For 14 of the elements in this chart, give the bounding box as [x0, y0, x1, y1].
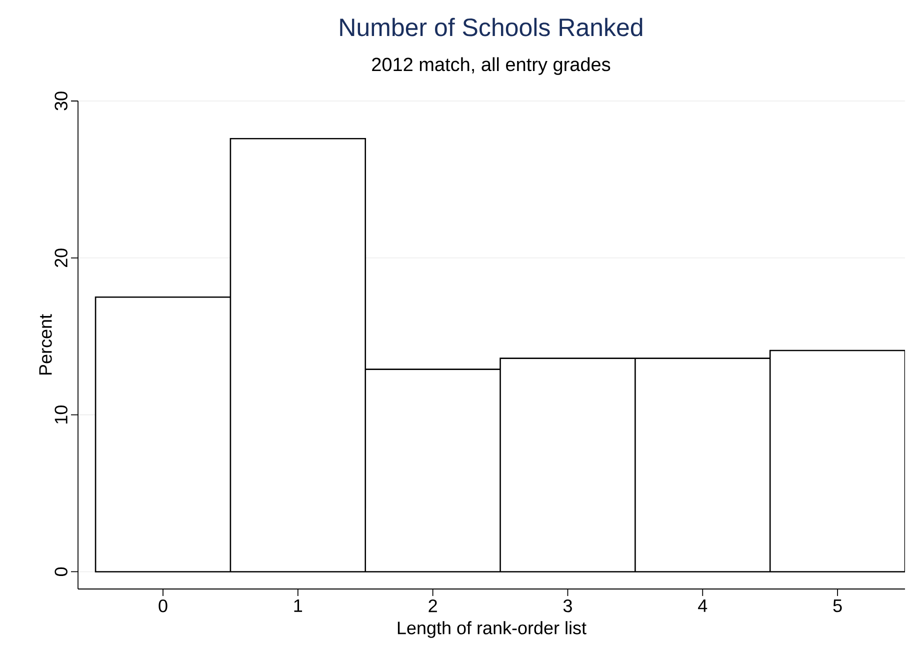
x-tick-label: 5	[833, 600, 842, 612]
y-tick-label: 20	[54, 248, 68, 267]
y-tick-label: 0	[54, 567, 68, 576]
x-tick-label: 0	[158, 600, 168, 612]
chart-subtitle: 2012 match, all entry grades	[372, 57, 610, 75]
x-tick-label: 1	[294, 600, 302, 612]
chart-title: Number of Schools Ranked	[340, 18, 642, 36]
x-tick-label: 4	[698, 600, 708, 612]
x-tick-label: 3	[563, 600, 572, 612]
y-axis-title: Percent	[39, 314, 52, 375]
x-axis-title: Length of rank-order list	[398, 621, 586, 638]
y-tick-label: 10	[54, 406, 68, 424]
x-tick-label: 2	[428, 600, 437, 612]
y-tick-label: 30	[54, 92, 68, 110]
